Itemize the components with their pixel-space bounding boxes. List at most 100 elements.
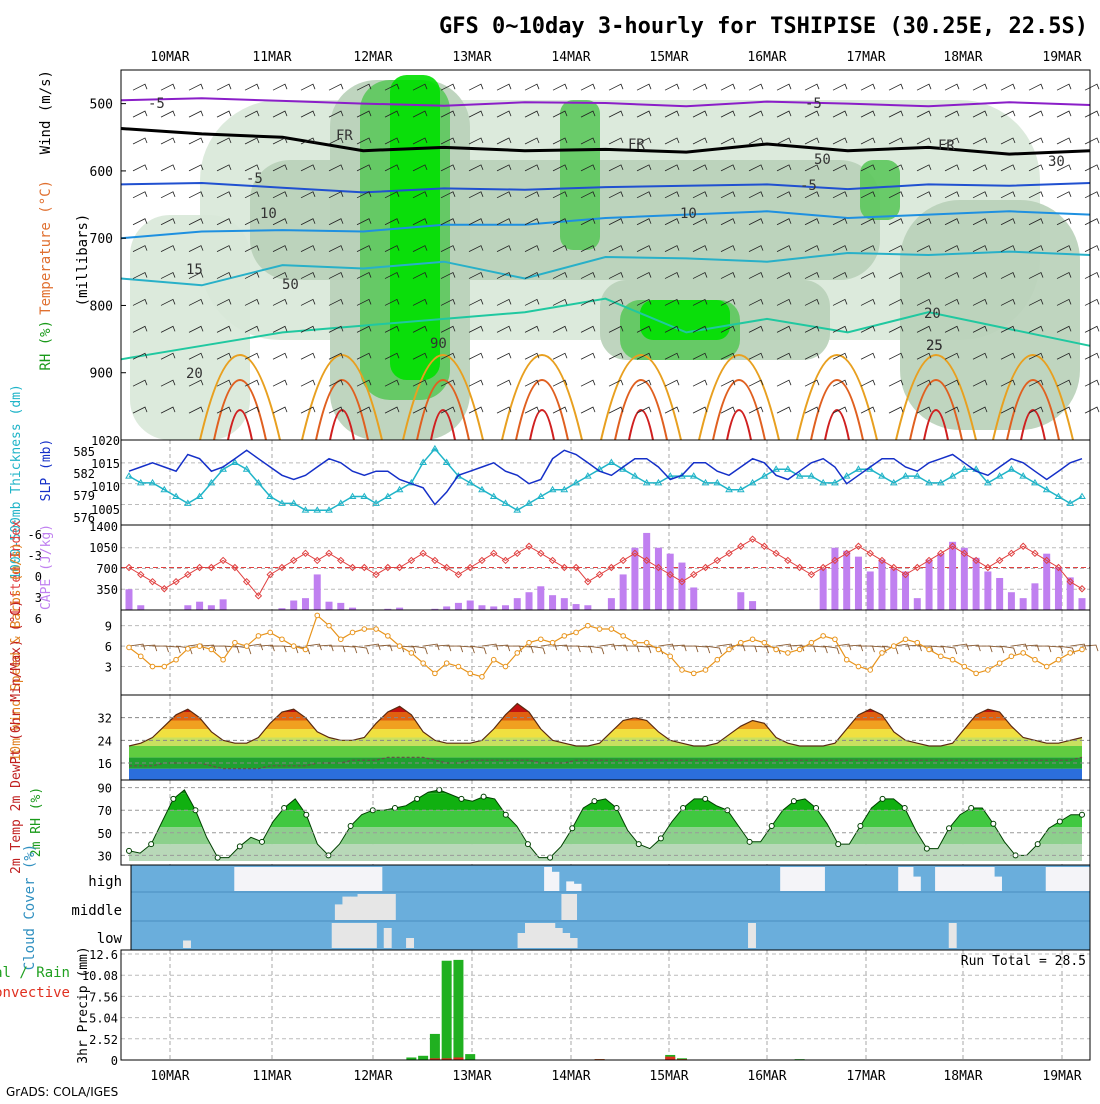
wind-marker [738, 639, 744, 646]
wind-barb [1023, 644, 1040, 652]
wind-barb [160, 379, 176, 387]
wind-barb [188, 271, 204, 279]
wind-barb [132, 271, 148, 279]
cape-bar [925, 559, 933, 610]
wind-barb [636, 271, 652, 279]
wind-barb [468, 218, 484, 226]
cape-bar [878, 559, 886, 610]
wind-marker [1032, 656, 1038, 663]
wind-barb [164, 645, 181, 654]
wind-barb [496, 110, 512, 118]
wind-barb [272, 352, 288, 360]
thickness-marker [736, 485, 745, 493]
wind-barb [384, 298, 400, 306]
wind-barb [272, 137, 288, 145]
cape-bar [478, 605, 486, 610]
lifted-marker [619, 556, 627, 565]
thickness-marker [231, 458, 239, 465]
thickness-marker [748, 478, 757, 486]
cape-bar [690, 587, 698, 610]
thickness-marker [125, 472, 133, 479]
cloud-cell [554, 928, 563, 948]
lifted-marker [925, 556, 933, 565]
cape-panel: -6 -3 0 3 6 1400 1050 700 350 Lifted Index CAPE (J… [9, 520, 1091, 626]
wind-barb [188, 406, 204, 414]
wind-barb [132, 110, 148, 118]
wind-barb [272, 110, 288, 118]
wind-barb [987, 645, 1005, 654]
wind-barb [636, 191, 652, 199]
cape-bar [1031, 583, 1039, 610]
lifted-marker [325, 549, 333, 558]
wind-marker [1020, 650, 1026, 656]
wind-barb [916, 325, 932, 333]
wind-barb [552, 298, 568, 306]
wind-barb [234, 645, 252, 655]
wind-barb [916, 379, 932, 387]
thickness-marker [207, 478, 216, 486]
cloud-cell [367, 867, 375, 891]
wind-barb [300, 137, 316, 145]
wind-barb [216, 325, 232, 333]
wind-barb [587, 645, 605, 655]
wind-tick: 6 [105, 640, 112, 654]
precip-legend-conv: Convective [0, 985, 70, 1001]
wind-marker [314, 612, 321, 619]
wind-barb [160, 406, 176, 414]
wind-barb [440, 110, 456, 118]
cape-bar [454, 602, 462, 610]
wind-barb [496, 379, 512, 387]
wind-barb [552, 352, 568, 360]
wind-barb [776, 110, 792, 118]
wind-marker [290, 643, 297, 649]
wind-barb [636, 137, 652, 145]
thickness-marker [878, 472, 886, 479]
contour-label: -5 [805, 96, 822, 112]
cloud-cell [957, 867, 966, 891]
rh-marker [1034, 841, 1041, 848]
cloud-cell [271, 867, 280, 891]
wind-barb [300, 110, 316, 118]
wind-barb [608, 298, 624, 306]
wind-barb [496, 352, 512, 360]
cape-bar [125, 589, 133, 610]
wind-barb [860, 271, 876, 279]
wind-barb [580, 218, 596, 226]
wind-barb [916, 298, 932, 306]
cloud-cell [525, 923, 533, 948]
wind-barb [1084, 164, 1100, 172]
wind-marker [185, 646, 191, 652]
cape-bar [607, 598, 615, 610]
cloud-cell [331, 923, 340, 948]
upper-y-tick: 500 [90, 98, 113, 113]
lifted-marker [219, 556, 227, 565]
wind-barb [1011, 643, 1028, 651]
wind-barb [972, 83, 988, 91]
wind-barb [328, 406, 344, 414]
temp-35-contour [726, 409, 752, 441]
cape-bar [949, 541, 957, 610]
cape-bar [831, 547, 839, 610]
lifted-marker [348, 563, 357, 572]
wind-marker [596, 626, 603, 632]
lifted-marker [207, 563, 216, 572]
wind-barb [692, 218, 708, 226]
wind-barb [258, 644, 275, 652]
wind-barb [300, 325, 316, 333]
wind-barb [944, 83, 960, 91]
wind-barb [1084, 110, 1100, 118]
cloud-cell [278, 867, 287, 891]
wind-barb [664, 191, 680, 199]
lifted-tick: -3 [28, 549, 42, 563]
wind-barb [244, 298, 260, 306]
wind-barb [972, 298, 988, 306]
temp-30-contour [315, 379, 369, 441]
cloud-panel: high middle low Cloud Cover (%) [22, 844, 1091, 970]
wind-barb [216, 298, 232, 306]
wind-barb [132, 325, 148, 333]
bottom-date-label: 16MAR [747, 1069, 786, 1084]
wind-marker [337, 636, 344, 643]
wind-barb [1056, 406, 1072, 414]
wind-barb [636, 298, 652, 306]
